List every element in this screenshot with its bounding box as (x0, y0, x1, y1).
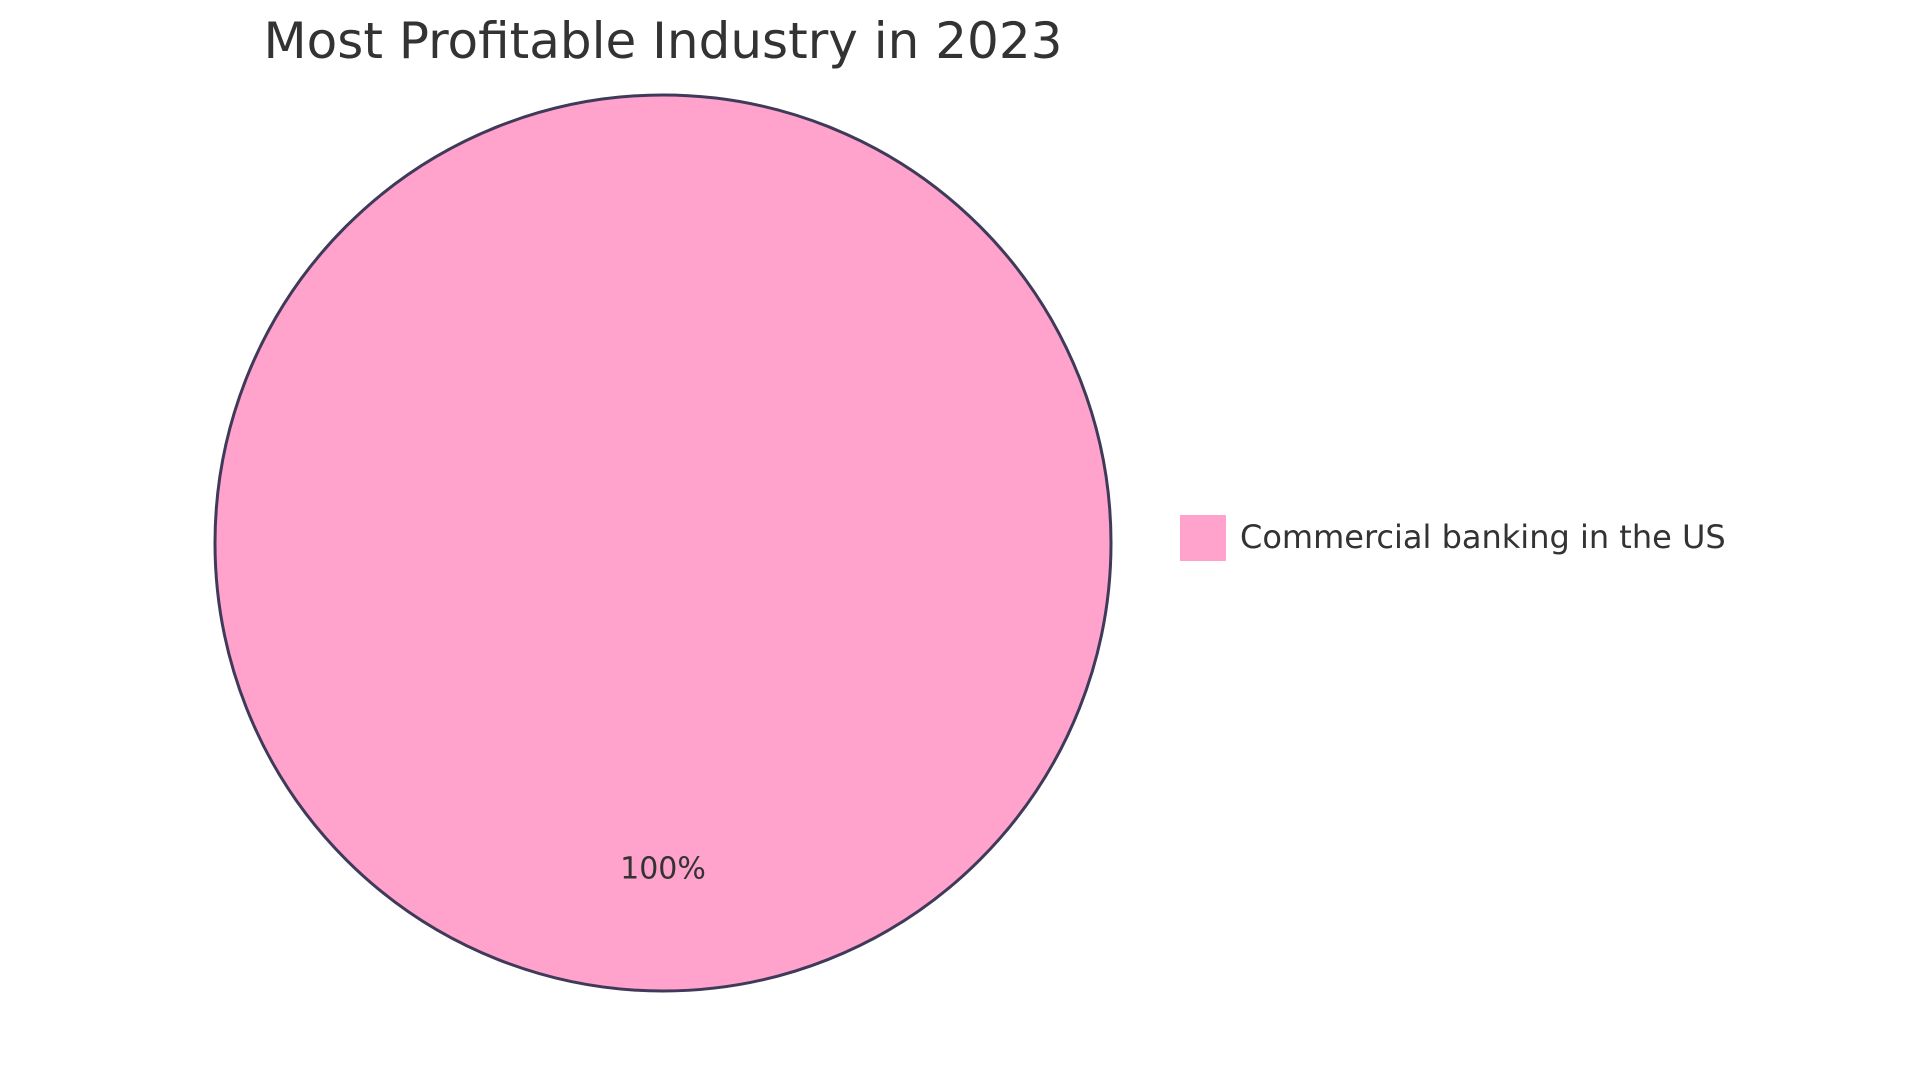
legend: Commercial banking in the US (1180, 515, 1726, 561)
pie-slice (213, 93, 1113, 993)
slice-labels: 100% (620, 852, 706, 887)
chart-title: Most Profitable Industry in 2023 (264, 12, 1063, 70)
legend-swatch (1180, 515, 1226, 561)
legend-label: Commercial banking in the US (1240, 518, 1726, 556)
slice-value-label: 100% (620, 852, 706, 887)
pie-slices (213, 93, 1113, 993)
